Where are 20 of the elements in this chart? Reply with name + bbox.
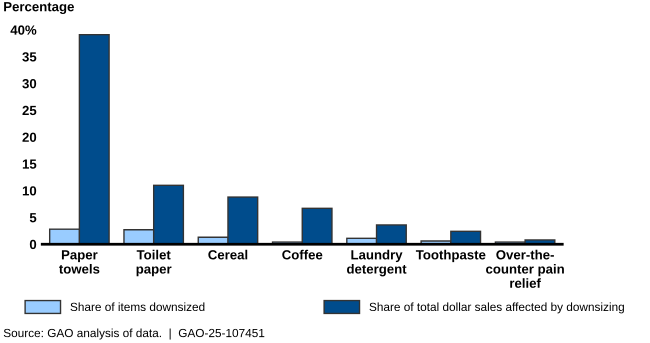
x-tick-label: Toothpaste (416, 250, 486, 262)
y-tick-label: 10 (22, 186, 36, 196)
x-tick-label: Paper towels (59, 250, 100, 274)
source-note: Source: GAO analysis of data. | GAO-25-107451 (4, 328, 264, 340)
x-tick-label: Over-the- counter pain relief (486, 250, 564, 288)
x-tick-label: Cereal (208, 250, 248, 260)
y-tick-label: 35 (22, 52, 36, 62)
y-tick-label: 20 (22, 132, 36, 142)
legend-label: Share of items downsized (70, 302, 204, 312)
legend-label: Share of total dollar sales affected by downsizing (370, 302, 624, 314)
x-tick-label: Coffee (282, 250, 322, 260)
y-tick-label: 25 (22, 106, 36, 116)
y-tick-label: 15 (22, 160, 36, 169)
y-tick-label: 0 (30, 240, 36, 250)
y-tick-label: 5 (30, 213, 36, 222)
y-tick-label: 30 (22, 79, 36, 88)
y-axis-title: Percentage (4, 2, 74, 14)
x-tick-label: Toilet paper (136, 250, 172, 276)
y-tick-label: 40% (10, 25, 36, 35)
x-tick-label: Laundry detergent (347, 250, 406, 276)
